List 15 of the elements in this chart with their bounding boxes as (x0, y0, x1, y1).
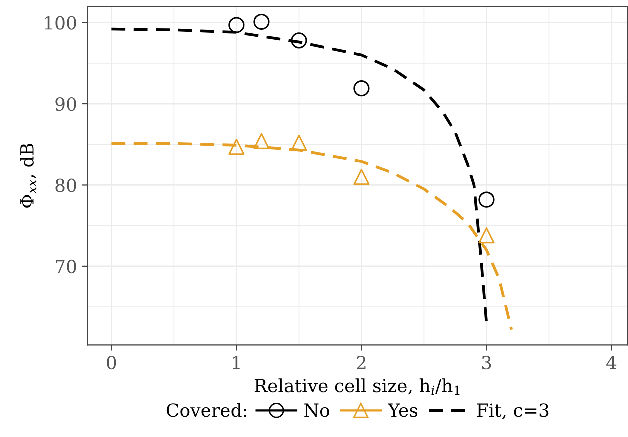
y-tick-label: 80 (56, 178, 76, 192)
y-tick-label: 70 (56, 260, 76, 274)
y-tick-label: 90 (56, 97, 76, 112)
legend-label: No (304, 404, 330, 418)
x-tick-label: 4 (606, 356, 617, 370)
y-axis-title: Φ$_{xx}$, dB (20, 144, 37, 208)
x-tick-label: 2 (357, 356, 366, 370)
x-axis-title: Relative cell size, h$_{i}$/h$_{1}$ (254, 378, 460, 396)
x-tick-label: 3 (482, 356, 492, 370)
y-tick-label: 100 (45, 16, 76, 30)
x-tick-label: 1 (233, 356, 240, 370)
legend-title: Covered: (166, 403, 247, 418)
legend-label: Fit, c=3 (477, 404, 549, 420)
legend-label: Yes (388, 404, 418, 418)
x-tick-label: 0 (107, 356, 116, 370)
